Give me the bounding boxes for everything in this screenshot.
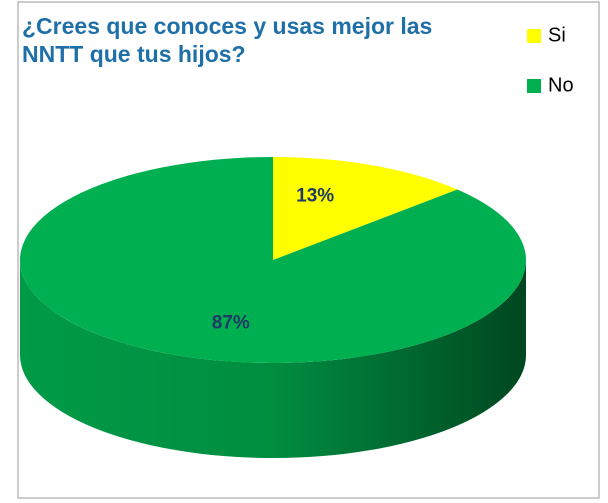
pie-slice — [20, 157, 527, 363]
data-label: 87% — [212, 312, 250, 333]
pie-slice — [273, 157, 458, 260]
data-label: 13% — [296, 186, 334, 207]
legend-label: Si — [548, 24, 566, 46]
legend-swatch — [527, 29, 541, 43]
legend-swatch — [527, 79, 541, 93]
chart-title: ¿Crees que conoces y usas mejor las NNTT… — [22, 13, 433, 67]
side-shade — [20, 260, 526, 458]
legend-label: No — [548, 74, 574, 96]
